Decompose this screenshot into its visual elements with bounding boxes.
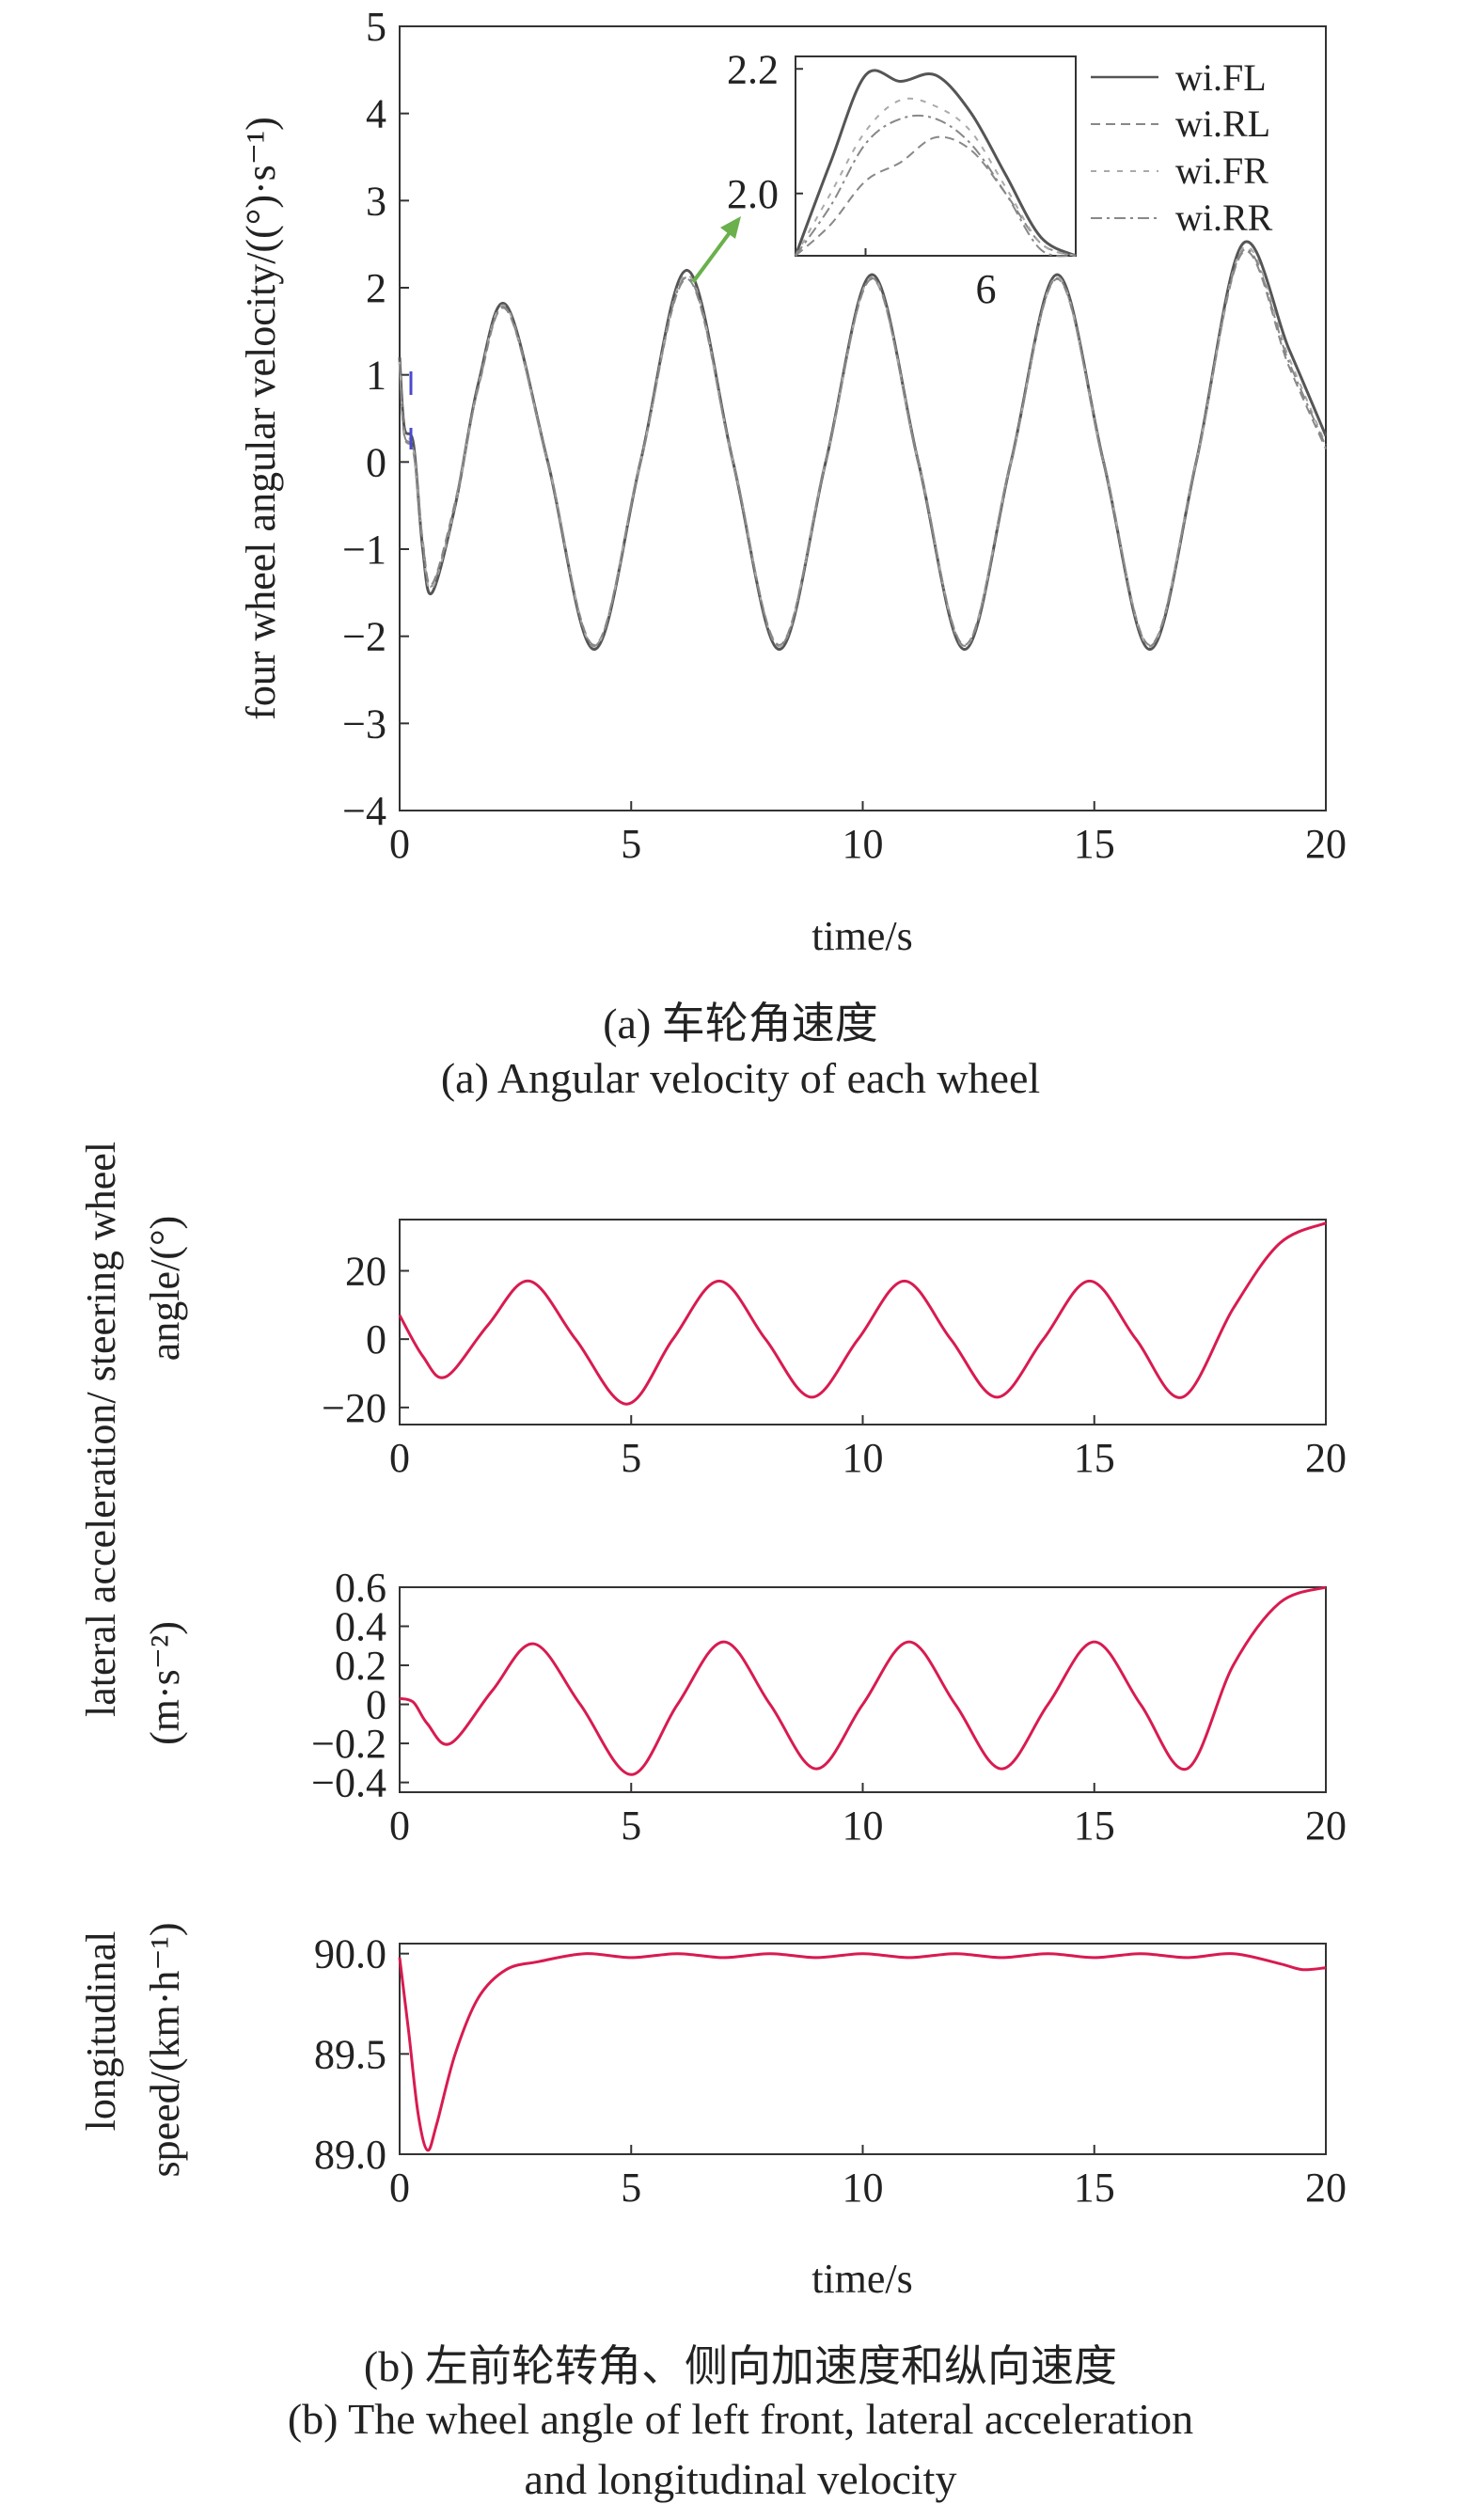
x-tick-label: 0	[389, 1435, 410, 1481]
wi-rr-line	[399, 248, 1327, 647]
x-tick-label: 10	[843, 1435, 884, 1481]
inset-y-tick-label: 2.0	[727, 171, 779, 217]
inset-frame	[795, 55, 1077, 257]
ylabel-angle-unit: angle/(°)	[142, 1216, 188, 1361]
zoom-arrow-head	[720, 216, 741, 239]
chart-a-ticks: 0 5 10 15 20 −4 −3 −2 −1 0 1 2 3 4 5	[342, 4, 1347, 867]
y-tick-label: 0.6	[335, 1565, 386, 1611]
x-tick-label: 20	[1305, 2165, 1347, 2211]
y-tick-label: −0.2	[311, 1721, 386, 1767]
speed-series	[398, 1952, 1327, 2152]
caption-b-en-line2: and longitudinal velocity	[524, 2455, 957, 2503]
x-tick-label: 20	[1305, 821, 1347, 867]
inset-zoom: 2.0 2.2 6	[727, 46, 1077, 312]
lateral-acceleration-line	[399, 1585, 1327, 1776]
chart-a-ylabel: four wheel angular velocity/((°)·s⁻¹)	[238, 117, 284, 720]
legend-label-fl: wi.FL	[1175, 56, 1267, 99]
y-tick-label: 0.4	[335, 1604, 386, 1650]
inset-wi-rl-line	[795, 135, 1077, 257]
chart-a-series	[398, 240, 1328, 652]
inset-wi-rr-line	[795, 114, 1077, 258]
ylabel-speed-unit: speed/(km·h⁻¹)	[142, 1922, 188, 2177]
y-tick-label: 4	[366, 91, 386, 137]
legend-label-rr: wi.RR	[1175, 197, 1273, 239]
x-tick-label: 5	[621, 821, 641, 867]
y-tick-label: −20	[322, 1385, 386, 1431]
chart-a-xlabel: time/s	[811, 913, 913, 959]
legend-label-fr: wi.FR	[1175, 150, 1268, 192]
x-tick-label: 15	[1074, 1803, 1115, 1849]
ylabel-accel-unit: (m·s⁻²)	[142, 1621, 188, 1745]
x-tick-label: 10	[843, 2165, 884, 2211]
wi-fr-line	[399, 245, 1327, 648]
steer-series	[398, 1221, 1327, 1406]
zoom-arrow-shaft	[691, 226, 735, 284]
x-tick-label: 5	[621, 2165, 641, 2211]
wi-rl-line	[399, 250, 1327, 646]
y-tick-label: 3	[366, 178, 386, 224]
inset-ticks: 2.0 2.2 6	[727, 46, 997, 312]
chart-b-xlabel: time/s	[811, 2256, 913, 2302]
y-tick-label: 89.0	[314, 2132, 386, 2178]
x-tick-label: 5	[621, 1435, 641, 1481]
wheel-angular-velocity-chart: 0 5 10 15 20 −4 −3 −2 −1 0 1 2 3 4 5 2.0 2.2 6 wi.FL wi.…	[238, 4, 1347, 959]
caption-a-cn: (a) 车轮角速度	[603, 1000, 878, 1047]
inset-series	[794, 69, 1077, 258]
x-tick-label: 20	[1305, 1803, 1347, 1849]
x-tick-label: 10	[843, 821, 884, 867]
inset-y-tick-label: 2.2	[727, 46, 779, 92]
inset-wi-fr-line	[795, 97, 1077, 257]
y-tick-label: 5	[366, 4, 386, 50]
y-tick-label: 2	[366, 265, 386, 311]
y-tick-label: 1	[366, 353, 386, 399]
lat-ticks: 0 5 10 15 20−0.4−0.200.20.40.6	[311, 1565, 1347, 1849]
chart-a-legend: wi.FL wi.RL wi.FR wi.RR	[1091, 56, 1273, 239]
y-tick-label: −3	[342, 701, 386, 747]
zoom-arrow	[691, 216, 741, 284]
y-tick-label: −0.4	[311, 1760, 386, 1806]
ylabel-longitudinal: longitudinal	[78, 1931, 124, 2132]
lat-series	[399, 1585, 1327, 1776]
inset-x-tick-label: 6	[976, 266, 997, 312]
y-tick-label: −2	[342, 614, 386, 660]
inset-wi-fl-line	[794, 69, 1077, 258]
y-tick-label: 0	[366, 1682, 386, 1728]
steering-angle-line	[398, 1221, 1327, 1406]
y-tick-label: 20	[345, 1249, 386, 1295]
ylabel-lateral-steering: lateral acceleration/ steering wheel	[78, 1142, 124, 1717]
x-tick-label: 20	[1305, 1435, 1347, 1481]
x-tick-label: 15	[1074, 821, 1115, 867]
caption-b-cn: (b) 左前轮转角、侧向加速度和纵向速度	[363, 2342, 1118, 2390]
y-tick-label: 89.5	[314, 2031, 386, 2077]
y-tick-label: −4	[342, 788, 386, 834]
x-tick-label: 15	[1074, 2165, 1115, 2211]
x-tick-label: 0	[389, 2165, 410, 2211]
x-tick-label: 10	[843, 1803, 884, 1849]
y-tick-label: 0	[366, 1316, 386, 1362]
longitudinal-speed-line	[398, 1952, 1327, 2152]
x-tick-label: 15	[1074, 1435, 1115, 1481]
y-tick-label: 0.2	[335, 1643, 386, 1689]
caption-a-en: (a) Angular velocity of each wheel	[440, 1054, 1041, 1102]
x-tick-label: 0	[389, 1803, 410, 1849]
x-tick-label: 5	[621, 1803, 641, 1849]
speed-ticks: 0 5 10 15 20 89.0 89.5 90.0	[314, 1931, 1347, 2211]
lat-frame	[399, 1586, 1327, 1793]
legend-label-rl: wi.RL	[1175, 102, 1270, 145]
wi-fl-line	[398, 240, 1328, 652]
caption-b-en-line1: (b) The wheel angle of left front, later…	[287, 2395, 1194, 2443]
speed-frame	[399, 1943, 1327, 2155]
x-tick-label: 0	[389, 821, 410, 867]
y-tick-label: −1	[342, 527, 386, 573]
y-tick-label: 0	[366, 439, 386, 485]
y-tick-label: 90.0	[314, 1931, 386, 1977]
